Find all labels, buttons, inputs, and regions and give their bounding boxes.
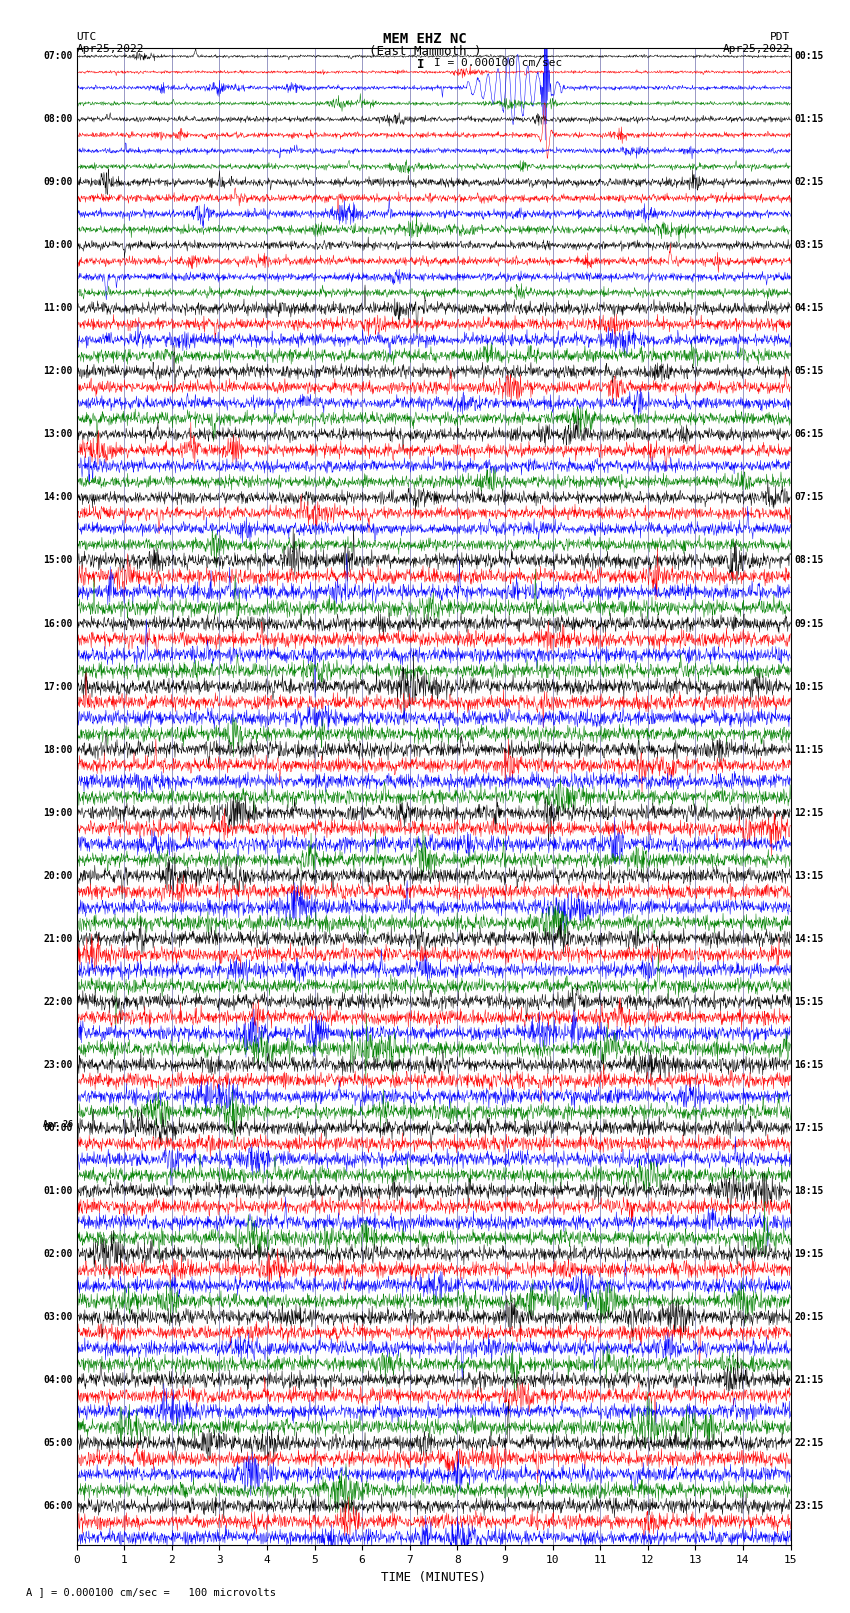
Text: 09:00: 09:00 — [43, 177, 73, 187]
Text: 23:00: 23:00 — [43, 1060, 73, 1069]
Text: 22:00: 22:00 — [43, 997, 73, 1007]
Text: 01:15: 01:15 — [794, 115, 824, 124]
Text: 11:15: 11:15 — [794, 745, 824, 755]
Text: 15:00: 15:00 — [43, 555, 73, 566]
Text: 13:00: 13:00 — [43, 429, 73, 439]
Text: 18:00: 18:00 — [43, 745, 73, 755]
Text: 18:15: 18:15 — [794, 1186, 824, 1195]
Text: Apr 26: Apr 26 — [43, 1119, 73, 1129]
Text: (East Mammoth ): (East Mammoth ) — [369, 45, 481, 58]
Text: 17:00: 17:00 — [43, 682, 73, 692]
Text: 21:00: 21:00 — [43, 934, 73, 944]
Text: 21:15: 21:15 — [794, 1374, 824, 1386]
Text: 23:15: 23:15 — [794, 1500, 824, 1511]
Text: 16:15: 16:15 — [794, 1060, 824, 1069]
Text: 14:00: 14:00 — [43, 492, 73, 502]
Text: 17:15: 17:15 — [794, 1123, 824, 1132]
Text: A ] = 0.000100 cm/sec =   100 microvolts: A ] = 0.000100 cm/sec = 100 microvolts — [26, 1587, 275, 1597]
Text: 08:15: 08:15 — [794, 555, 824, 566]
Text: 12:15: 12:15 — [794, 808, 824, 818]
Text: 01:00: 01:00 — [43, 1186, 73, 1195]
Text: 08:00: 08:00 — [43, 115, 73, 124]
Text: 10:00: 10:00 — [43, 240, 73, 250]
Text: 14:15: 14:15 — [794, 934, 824, 944]
Text: 09:15: 09:15 — [794, 618, 824, 629]
Text: 03:00: 03:00 — [43, 1311, 73, 1321]
Text: 06:15: 06:15 — [794, 429, 824, 439]
Text: 22:15: 22:15 — [794, 1437, 824, 1448]
Text: 03:15: 03:15 — [794, 240, 824, 250]
Text: UTC: UTC — [76, 32, 97, 42]
Text: 07:15: 07:15 — [794, 492, 824, 502]
Text: I = 0.000100 cm/sec: I = 0.000100 cm/sec — [434, 58, 562, 68]
Text: PDT: PDT — [770, 32, 790, 42]
Text: 16:00: 16:00 — [43, 618, 73, 629]
Text: 05:15: 05:15 — [794, 366, 824, 376]
Text: 19:15: 19:15 — [794, 1248, 824, 1258]
Text: I: I — [417, 58, 424, 71]
Text: 12:00: 12:00 — [43, 366, 73, 376]
Text: 11:00: 11:00 — [43, 303, 73, 313]
Text: 20:15: 20:15 — [794, 1311, 824, 1321]
Text: 07:00: 07:00 — [43, 52, 73, 61]
Text: Apr25,2022: Apr25,2022 — [76, 44, 144, 53]
Text: 10:15: 10:15 — [794, 682, 824, 692]
Text: 02:00: 02:00 — [43, 1248, 73, 1258]
Text: 02:15: 02:15 — [794, 177, 824, 187]
Text: 05:00: 05:00 — [43, 1437, 73, 1448]
Text: 19:00: 19:00 — [43, 808, 73, 818]
Text: 15:15: 15:15 — [794, 997, 824, 1007]
X-axis label: TIME (MINUTES): TIME (MINUTES) — [381, 1571, 486, 1584]
Text: 04:15: 04:15 — [794, 303, 824, 313]
Text: 13:15: 13:15 — [794, 871, 824, 881]
Text: MEM EHZ NC: MEM EHZ NC — [383, 32, 467, 47]
Text: 20:00: 20:00 — [43, 871, 73, 881]
Text: 00:15: 00:15 — [794, 52, 824, 61]
Text: 00:00: 00:00 — [43, 1123, 73, 1132]
Text: 04:00: 04:00 — [43, 1374, 73, 1386]
Text: Apr25,2022: Apr25,2022 — [723, 44, 791, 53]
Text: 06:00: 06:00 — [43, 1500, 73, 1511]
